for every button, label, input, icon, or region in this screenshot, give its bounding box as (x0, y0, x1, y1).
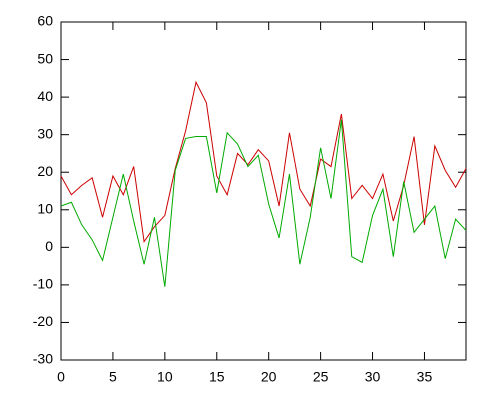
y-tick-label: -10 (33, 276, 53, 292)
x-tick-label: 25 (313, 369, 329, 385)
y-tick-label: 20 (37, 163, 53, 179)
y-tick-label: -20 (33, 313, 53, 329)
y-tick-label: 10 (37, 200, 53, 216)
x-tick-label: 0 (57, 369, 65, 385)
series-line (60, 119, 467, 287)
y-tick-label: 0 (45, 238, 53, 254)
x-tick-label: 5 (109, 369, 117, 385)
y-tick-label: 40 (37, 88, 53, 104)
y-tick-label: 60 (37, 13, 53, 29)
y-tick-label: -30 (33, 351, 53, 367)
y-tick-label: 50 (37, 50, 53, 66)
y-tick-label: 30 (37, 125, 53, 141)
x-tick-label: 30 (365, 369, 381, 385)
x-tick-label: 15 (209, 369, 225, 385)
x-tick-label: 20 (261, 369, 277, 385)
x-tick-label: 35 (417, 369, 433, 385)
series-line (60, 80, 467, 244)
plot-frame (60, 21, 467, 361)
x-tick-label: 10 (157, 369, 173, 385)
